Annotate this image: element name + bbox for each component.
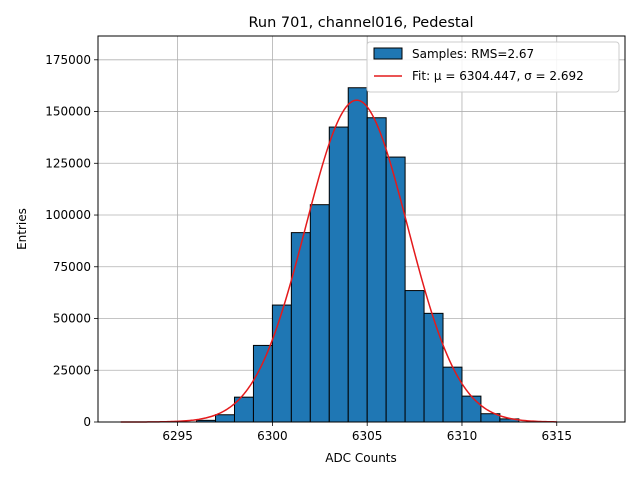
y-tick-label: 100000 bbox=[45, 208, 91, 222]
histogram-bar bbox=[404, 290, 425, 423]
y-tick-label: 25000 bbox=[53, 363, 91, 377]
x-tick-label: 6310 bbox=[447, 429, 478, 443]
histogram-bar bbox=[271, 304, 292, 423]
y-axis-title: Entries bbox=[15, 208, 29, 250]
histogram-bar bbox=[215, 414, 235, 423]
y-axis-ticks: 0 25000 50000 75000 100000 125000 150000 175000 bbox=[45, 53, 98, 429]
legend: Samples: RMS=2.67 Fit: μ = 6304.447, σ =… bbox=[366, 41, 620, 93]
histogram-bar bbox=[442, 366, 463, 423]
y-tick-label: 50000 bbox=[53, 312, 91, 326]
y-tick-label: 0 bbox=[83, 415, 91, 429]
histogram-bar bbox=[461, 395, 482, 423]
y-tick-label: 150000 bbox=[45, 105, 91, 119]
legend-samples-label: Samples: RMS=2.67 bbox=[412, 47, 534, 61]
histogram-bar bbox=[290, 232, 311, 423]
legend-box bbox=[366, 41, 620, 93]
y-tick-label: 175000 bbox=[45, 53, 91, 67]
x-tick-label: 6300 bbox=[257, 429, 288, 443]
y-tick-label: 75000 bbox=[53, 260, 91, 274]
x-tick-label: 6295 bbox=[162, 429, 193, 443]
histogram-bar bbox=[252, 344, 273, 423]
histogram-bars bbox=[196, 87, 520, 423]
histogram-bar bbox=[328, 126, 349, 423]
histogram-bar bbox=[309, 204, 330, 423]
x-tick-label: 6315 bbox=[541, 429, 572, 443]
y-tick-label: 125000 bbox=[45, 156, 91, 170]
plot-frame bbox=[97, 35, 626, 423]
x-axis-title: ADC Counts bbox=[325, 451, 397, 465]
chart-title: Run 701, channel016, Pedestal bbox=[248, 15, 473, 31]
histogram-bar bbox=[347, 87, 368, 423]
x-tick-label: 6305 bbox=[352, 429, 383, 443]
histogram-bar bbox=[423, 312, 444, 423]
legend-samples-swatch bbox=[373, 47, 403, 60]
x-axis-ticks: 6295 6300 6305 6310 6315 bbox=[162, 422, 572, 443]
legend-fit-label: Fit: μ = 6304.447, σ = 2.692 bbox=[412, 69, 584, 83]
histogram-bar bbox=[385, 156, 406, 423]
fit-curve bbox=[120, 99, 557, 423]
histogram-bar bbox=[366, 117, 387, 423]
